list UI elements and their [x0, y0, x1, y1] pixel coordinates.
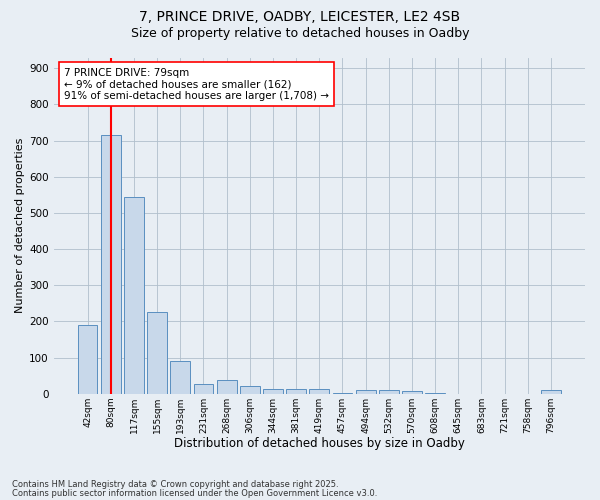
Text: Size of property relative to detached houses in Oadby: Size of property relative to detached ho…: [131, 28, 469, 40]
Text: Contains public sector information licensed under the Open Government Licence v3: Contains public sector information licen…: [12, 489, 377, 498]
Bar: [541, 390, 561, 394]
Bar: [124, 196, 144, 394]
Text: 7, PRINCE DRIVE, OADBY, LEICESTER, LE2 4SB: 7, PRINCE DRIVE, OADBY, LEICESTER, LE2 4…: [139, 10, 461, 24]
Bar: [356, 390, 376, 394]
Bar: [101, 135, 121, 394]
X-axis label: Distribution of detached houses by size in Oadby: Distribution of detached houses by size …: [174, 437, 465, 450]
Bar: [310, 390, 329, 394]
Bar: [263, 390, 283, 394]
Bar: [148, 312, 167, 394]
Y-axis label: Number of detached properties: Number of detached properties: [15, 138, 25, 314]
Bar: [240, 386, 260, 394]
Bar: [425, 393, 445, 394]
Bar: [194, 384, 214, 394]
Bar: [78, 325, 97, 394]
Bar: [217, 380, 236, 394]
Bar: [332, 393, 352, 394]
Text: Contains HM Land Registry data © Crown copyright and database right 2025.: Contains HM Land Registry data © Crown c…: [12, 480, 338, 489]
Bar: [286, 390, 306, 394]
Bar: [170, 361, 190, 394]
Bar: [402, 391, 422, 394]
Text: 7 PRINCE DRIVE: 79sqm
← 9% of detached houses are smaller (162)
91% of semi-deta: 7 PRINCE DRIVE: 79sqm ← 9% of detached h…: [64, 68, 329, 101]
Bar: [379, 390, 398, 394]
